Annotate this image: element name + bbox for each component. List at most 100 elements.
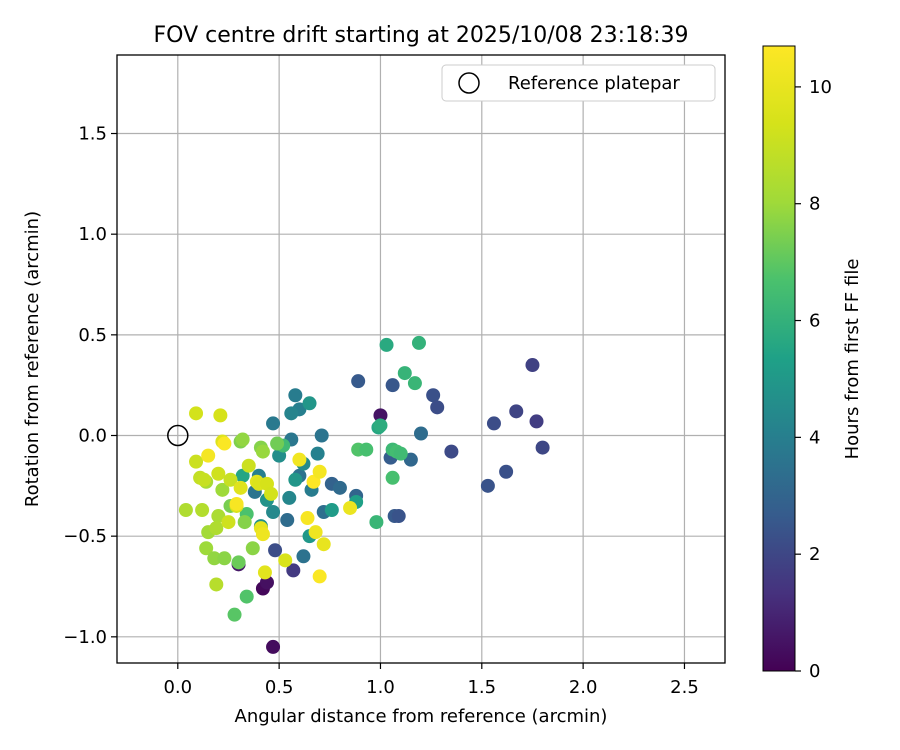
scatter-point xyxy=(373,408,388,423)
y-axis-label: Rotation from reference (arcmin) xyxy=(22,211,43,507)
scatter-point xyxy=(351,374,366,389)
scatter-point xyxy=(223,472,238,487)
scatter-point xyxy=(278,553,293,568)
chart-title: FOV centre drift starting at 2025/10/08 … xyxy=(154,23,689,48)
scatter-point xyxy=(407,376,422,391)
scatter-point xyxy=(379,337,394,352)
scatter-point xyxy=(310,446,325,461)
scatter-point xyxy=(499,464,514,479)
scatter-point xyxy=(444,444,459,459)
scatter-point xyxy=(209,521,224,536)
colorbar-tick-label: 2 xyxy=(809,544,820,565)
scatter-point xyxy=(235,432,250,447)
scatter-point xyxy=(288,472,303,487)
scatter-point xyxy=(314,428,329,443)
scatter-point xyxy=(308,525,323,540)
scatter-point xyxy=(369,515,384,530)
scatter-point xyxy=(255,527,270,542)
scatter-point xyxy=(509,404,524,419)
scatter-point xyxy=(237,515,252,530)
scatter-point xyxy=(268,543,283,558)
scatter-point xyxy=(359,442,374,457)
scatter-point xyxy=(324,502,339,517)
scatter-point xyxy=(316,537,331,552)
scatter-point xyxy=(480,478,495,493)
scatter-point xyxy=(312,464,327,479)
colorbar-tick-label: 8 xyxy=(809,194,820,215)
colorbar-tick-label: 0 xyxy=(809,661,820,682)
scatter-point xyxy=(178,502,193,517)
scatter-point xyxy=(241,458,256,473)
legend-label: Reference platepar xyxy=(508,73,680,94)
scatter-point xyxy=(302,396,317,411)
scatter-point xyxy=(288,388,303,403)
colorbar-tick-label: 4 xyxy=(809,427,820,448)
x-tick-label: 1.5 xyxy=(467,677,496,698)
scatter-point xyxy=(343,500,358,515)
scatter-point xyxy=(300,511,315,526)
x-axis-ticks: 0.0 0.5 1.0 1.5 2.0 2.5 xyxy=(163,663,699,698)
scatter-point xyxy=(486,416,501,431)
scatter-point xyxy=(229,496,244,511)
reference-platepar-marker xyxy=(167,424,189,447)
scatter-point xyxy=(207,551,222,566)
x-tick-label: 2.5 xyxy=(670,677,699,698)
scatter-point xyxy=(189,454,204,469)
y-tick-label: 0.0 xyxy=(78,426,107,447)
scatter-point xyxy=(393,446,408,461)
scatter-point xyxy=(264,486,279,501)
scatter-point xyxy=(217,436,232,451)
scatter-point xyxy=(282,490,297,505)
scatter-point xyxy=(284,406,299,421)
scatter-point xyxy=(189,406,204,421)
scatter-point xyxy=(201,448,216,463)
scatter-point xyxy=(292,452,307,467)
y-tick-label: 0.5 xyxy=(78,325,107,346)
scatter-point xyxy=(211,466,226,481)
scatter-point xyxy=(199,541,214,556)
scatter-point xyxy=(211,509,226,524)
scatter-point xyxy=(221,515,236,530)
scatter-point xyxy=(195,502,210,517)
scatter-point xyxy=(217,551,232,566)
legend: Reference platepar xyxy=(441,64,716,102)
y-tick-label: 1.0 xyxy=(78,224,107,245)
scatter-point xyxy=(213,408,228,423)
scatter-point xyxy=(266,639,281,654)
scatter-point xyxy=(414,426,428,441)
scatter-point xyxy=(397,366,412,381)
scatter-point xyxy=(529,414,544,429)
scatter-point xyxy=(426,388,441,403)
scatter-point xyxy=(233,480,248,495)
x-tick-label: 1.0 xyxy=(366,677,395,698)
x-tick-label: 0.5 xyxy=(265,677,294,698)
scatter-point xyxy=(312,569,327,584)
scatter-point xyxy=(373,418,388,433)
scatter-point xyxy=(257,565,272,580)
scatter-point xyxy=(391,509,406,524)
scatter-point xyxy=(403,452,418,467)
scatter-point xyxy=(231,555,246,570)
colorbar-gradient xyxy=(762,45,796,672)
scatter-point xyxy=(332,480,347,495)
y-tick-label: −0.5 xyxy=(63,526,107,547)
scatter-point xyxy=(255,444,270,459)
scatter-point xyxy=(266,416,281,431)
x-tick-label: 0.0 xyxy=(163,677,192,698)
scatter-point xyxy=(385,378,400,393)
scatter-point xyxy=(266,505,281,520)
scatter-point xyxy=(296,549,311,564)
scatter-point xyxy=(286,563,301,578)
scatter-point xyxy=(270,436,285,451)
y-tick-label: 1.5 xyxy=(78,124,107,145)
x-axis-label: Angular distance from reference (arcmin) xyxy=(235,706,608,727)
plot-frame xyxy=(116,54,726,664)
scatter-point xyxy=(227,607,242,622)
scatter-point xyxy=(235,468,250,483)
scatter-point xyxy=(245,541,260,556)
colorbar-tick-label: 10 xyxy=(809,77,832,98)
legend-box xyxy=(441,64,716,102)
colorbar-ticks: 0 2 4 6 8 10 xyxy=(795,77,832,682)
colorbar: 0 2 4 6 8 10 Hours from first FF file xyxy=(762,45,863,682)
